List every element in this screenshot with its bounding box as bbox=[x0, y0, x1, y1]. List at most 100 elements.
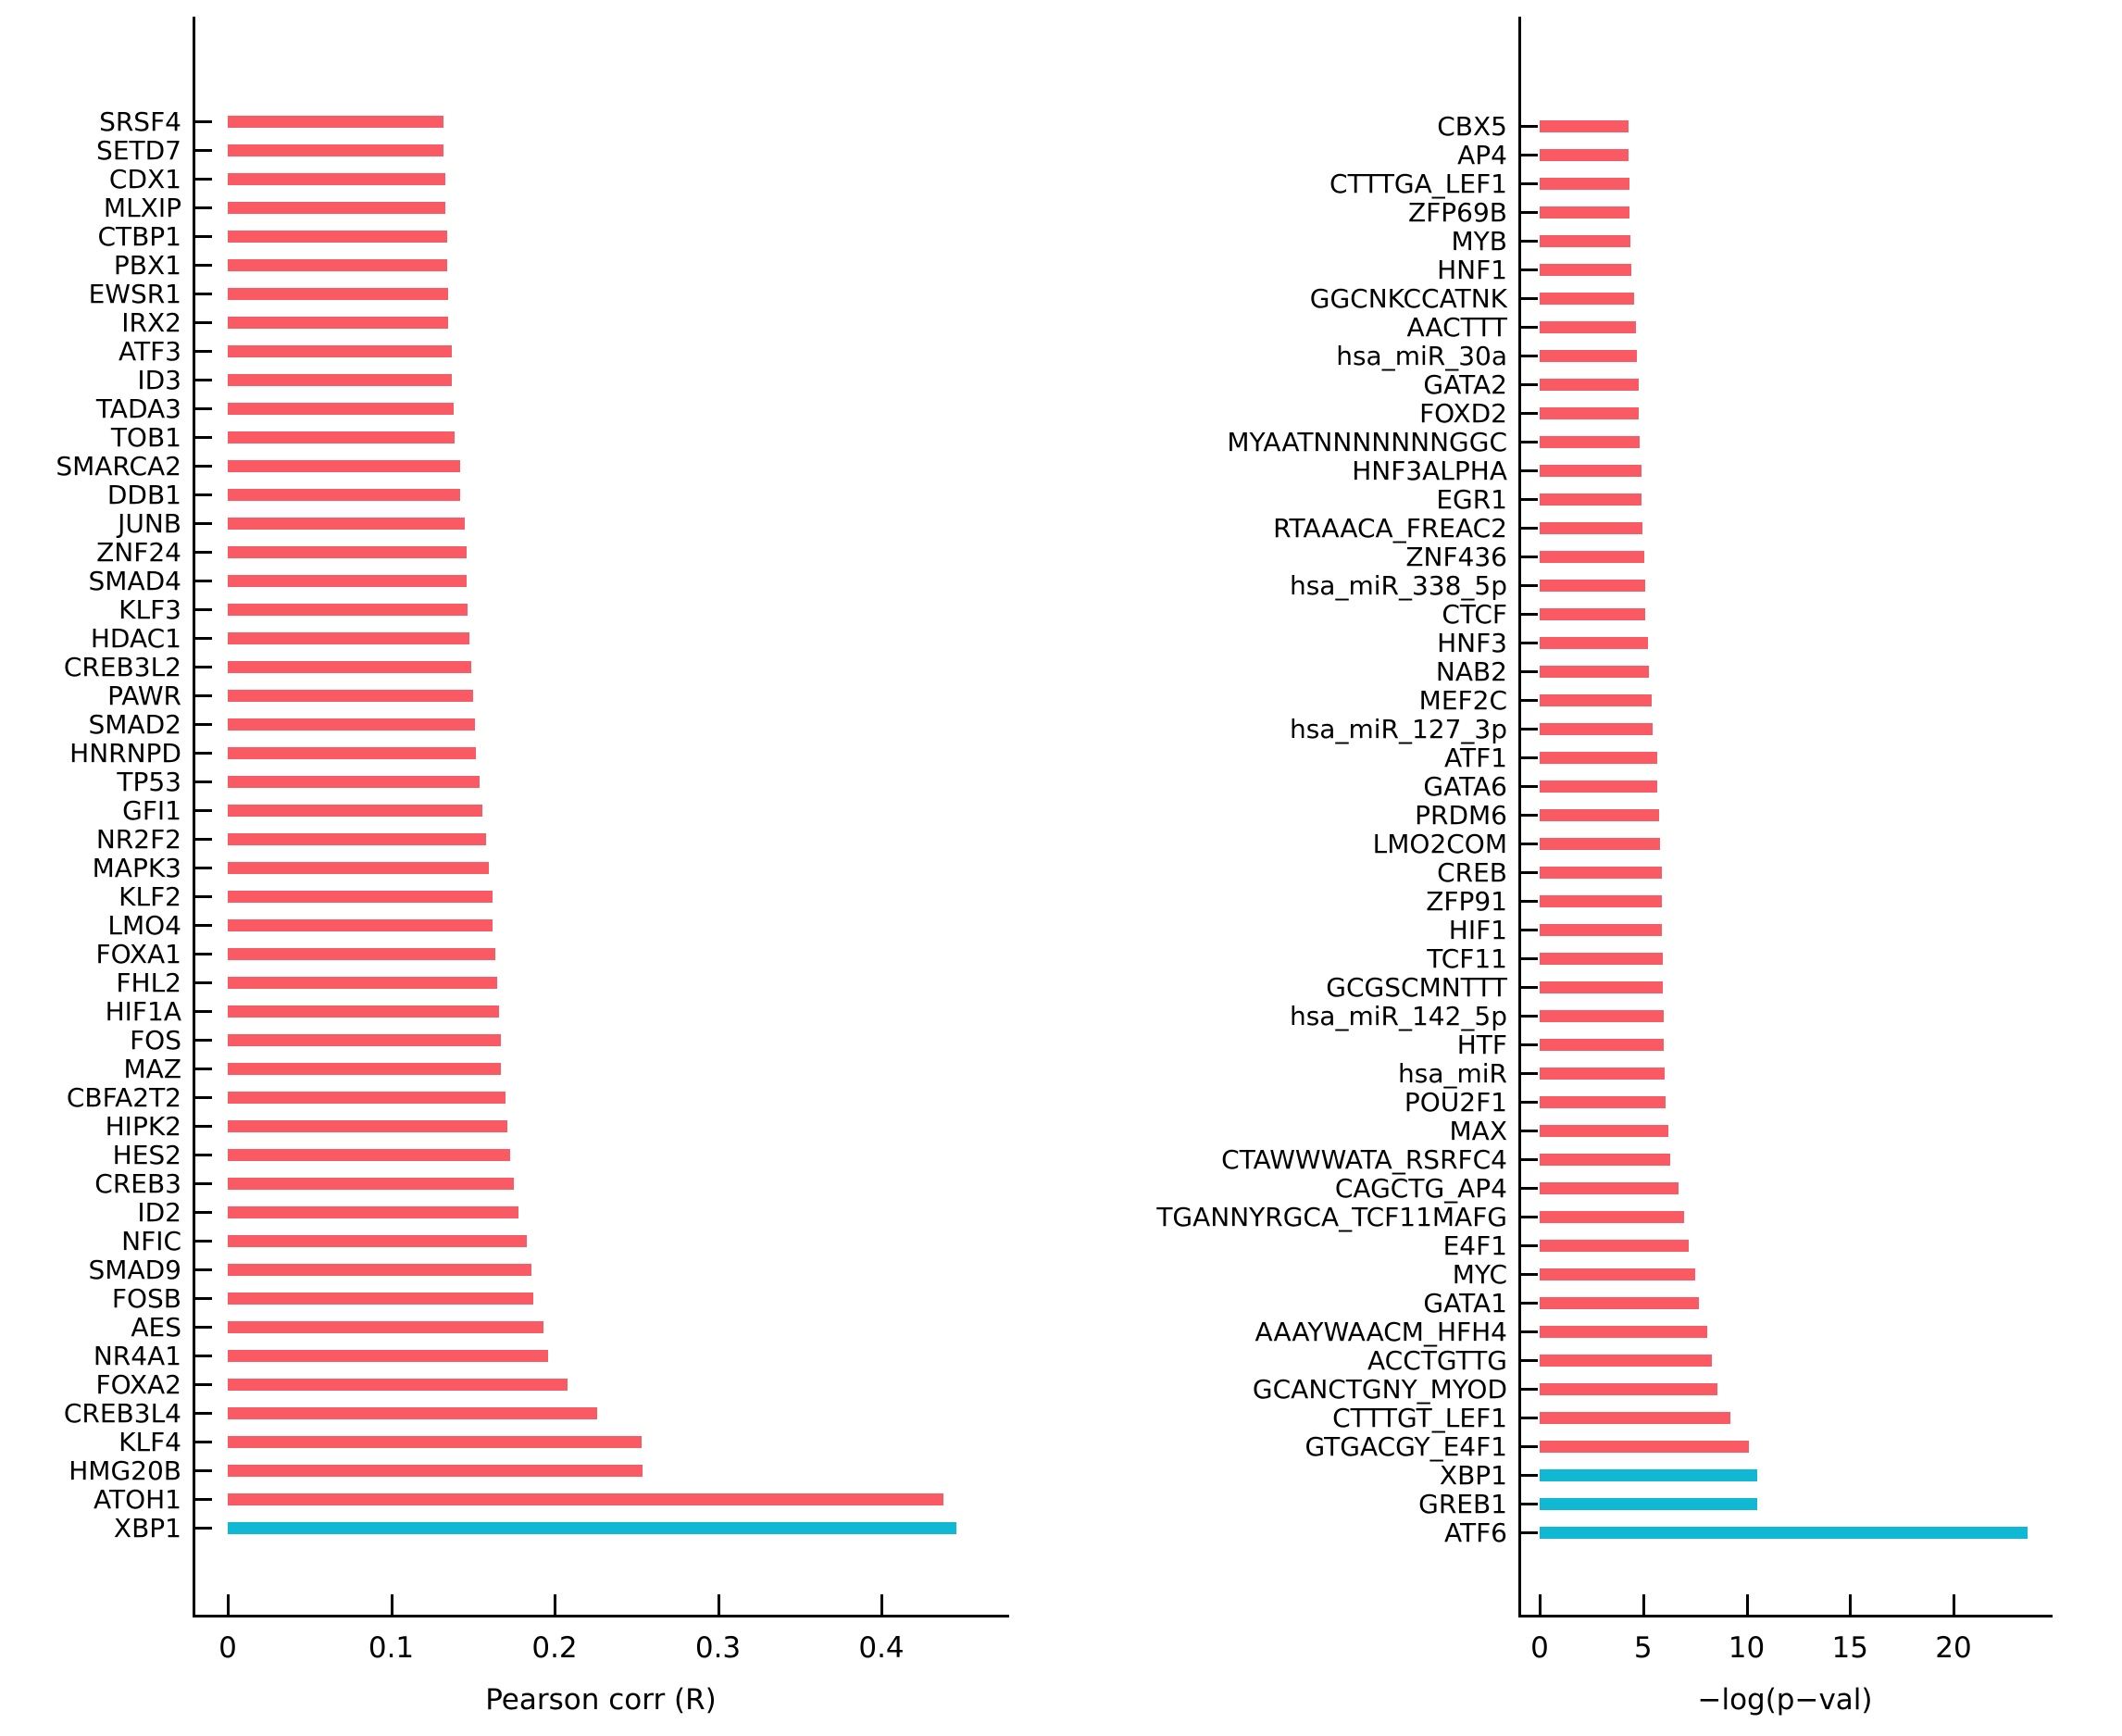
y-tick-label: SMAD4 bbox=[88, 566, 181, 596]
bar bbox=[228, 345, 452, 357]
y-axis-tick bbox=[195, 1211, 212, 1214]
x-axis-tick bbox=[1953, 1594, 1955, 1615]
bar bbox=[1540, 293, 1634, 305]
y-axis-tick bbox=[1521, 699, 1538, 702]
y-tick-label: CTTTGA_LEF1 bbox=[1329, 169, 1507, 199]
y-axis-tick bbox=[1521, 1244, 1538, 1247]
bar bbox=[1540, 1211, 1684, 1223]
bar bbox=[228, 948, 495, 960]
y-tick-label: CDX1 bbox=[108, 164, 181, 194]
y-axis-tick bbox=[1521, 326, 1538, 329]
y-tick-label: hsa_miR_338_5p bbox=[1289, 570, 1507, 601]
y-tick-label: GGCNKCCATNK bbox=[1309, 283, 1507, 314]
x-axis-tick bbox=[1745, 1594, 1749, 1615]
bar-highlighted bbox=[228, 1522, 956, 1534]
bar bbox=[228, 833, 486, 845]
y-axis-tick bbox=[1521, 1503, 1538, 1505]
y-tick-label: ATF3 bbox=[118, 336, 181, 367]
y-tick-label: NAB2 bbox=[1435, 656, 1507, 687]
bar bbox=[228, 1493, 943, 1505]
y-tick-label: CREB bbox=[1437, 857, 1507, 888]
y-axis-tick bbox=[195, 120, 212, 123]
bar bbox=[228, 460, 460, 472]
bar bbox=[228, 1092, 506, 1104]
y-axis-tick bbox=[1521, 441, 1538, 443]
y-tick-label: FOXA1 bbox=[95, 939, 181, 969]
y-tick-label: ATF6 bbox=[1443, 1517, 1507, 1548]
y-tick-label: XBP1 bbox=[1439, 1460, 1507, 1491]
y-axis-tick bbox=[1521, 1359, 1538, 1362]
y-axis-tick bbox=[195, 895, 212, 898]
y-tick-label: HIF1A bbox=[105, 996, 181, 1027]
bar bbox=[228, 1321, 543, 1333]
y-tick-label: CTTTGT_LEF1 bbox=[1332, 1403, 1507, 1433]
bar bbox=[1540, 1355, 1712, 1367]
y-tick-label: ZFP69B bbox=[1407, 197, 1507, 228]
bar bbox=[228, 489, 460, 501]
bar bbox=[228, 862, 489, 874]
bar bbox=[228, 805, 482, 817]
bar bbox=[228, 575, 467, 587]
y-tick-label: ID2 bbox=[137, 1197, 181, 1228]
y-axis-tick bbox=[1521, 469, 1538, 472]
bar bbox=[1540, 752, 1657, 764]
y-tick-label: GTGACGY_E4F1 bbox=[1304, 1431, 1507, 1462]
y-tick-label: MAPK3 bbox=[92, 853, 181, 883]
bar bbox=[228, 144, 443, 156]
y-axis-tick bbox=[195, 1326, 212, 1329]
y-tick-label: MYB bbox=[1451, 226, 1507, 256]
y-tick-label: FOXA2 bbox=[95, 1369, 181, 1400]
bar bbox=[228, 1235, 527, 1247]
y-tick-label: EGR1 bbox=[1436, 484, 1507, 515]
y-axis-tick bbox=[195, 1355, 212, 1357]
y-axis-tick bbox=[1521, 785, 1538, 788]
bar bbox=[228, 374, 452, 386]
bar bbox=[1540, 1154, 1670, 1166]
bar bbox=[228, 1034, 501, 1046]
x-tick-label: 0.3 bbox=[694, 1631, 742, 1665]
bar bbox=[1540, 1039, 1664, 1051]
y-tick-label: HNF3 bbox=[1437, 628, 1507, 658]
y-axis-tick bbox=[1521, 986, 1538, 989]
y-axis-tick bbox=[195, 1182, 212, 1185]
bar bbox=[1540, 838, 1660, 850]
y-axis-tick bbox=[1521, 1273, 1538, 1276]
x-tick-label: 5 bbox=[1633, 1631, 1653, 1665]
bar bbox=[228, 1206, 518, 1218]
y-axis-tick bbox=[1521, 670, 1538, 673]
y-axis-tick bbox=[195, 379, 212, 381]
x-axis-tick bbox=[554, 1594, 556, 1615]
y-axis-tick bbox=[195, 1498, 212, 1501]
y-axis-tick bbox=[1521, 240, 1538, 243]
y-axis-tick bbox=[195, 809, 212, 812]
x-axis-tick bbox=[1849, 1594, 1853, 1615]
y-tick-label: HES2 bbox=[112, 1140, 181, 1170]
y-tick-label: FOXD2 bbox=[1419, 398, 1507, 429]
x-axis-tick bbox=[1641, 1594, 1645, 1615]
bar bbox=[228, 259, 447, 271]
bar bbox=[1540, 953, 1663, 965]
y-tick-label: CBX5 bbox=[1437, 111, 1507, 142]
y-tick-label: HIF1 bbox=[1448, 915, 1507, 945]
x-axis-tick bbox=[1539, 1594, 1542, 1615]
bar bbox=[228, 1379, 568, 1391]
y-axis-tick bbox=[195, 522, 212, 525]
bar bbox=[1540, 637, 1648, 649]
y-tick-label: CBFA2T2 bbox=[66, 1082, 181, 1113]
bar bbox=[1540, 1441, 1749, 1453]
y-tick-label: NR2F2 bbox=[95, 824, 181, 855]
bar bbox=[1540, 465, 1641, 477]
y-tick-label: EWSR1 bbox=[88, 279, 181, 309]
bar bbox=[228, 1407, 597, 1419]
bar bbox=[228, 317, 448, 329]
bar bbox=[228, 173, 445, 185]
x-tick-label: 0.2 bbox=[531, 1631, 578, 1665]
y-axis-tick bbox=[195, 178, 212, 181]
bar bbox=[1540, 867, 1662, 879]
y-tick-label: CREB3 bbox=[94, 1168, 181, 1199]
y-axis-tick bbox=[1521, 957, 1538, 960]
y-axis-tick bbox=[1521, 412, 1538, 415]
y-tick-label: HMG20B bbox=[69, 1455, 181, 1486]
y-tick-label: SMAD9 bbox=[88, 1255, 181, 1285]
